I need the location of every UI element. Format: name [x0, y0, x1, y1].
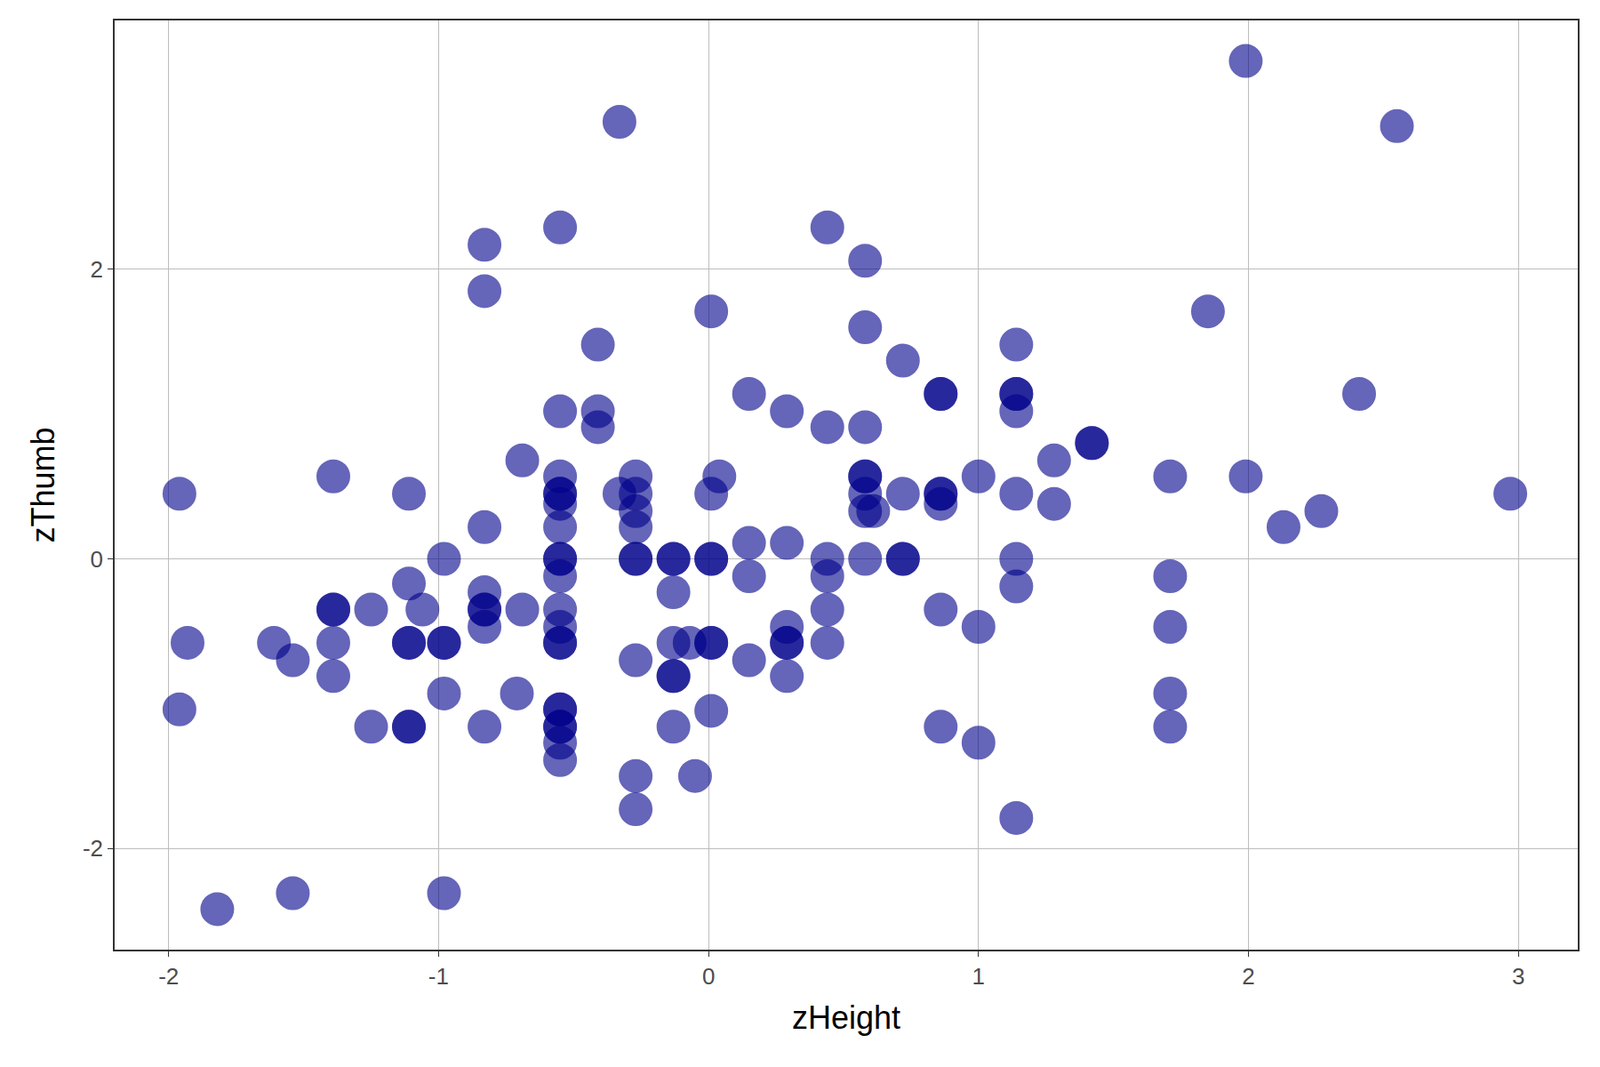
- svg-text:1: 1: [972, 962, 985, 990]
- svg-text:-2: -2: [82, 834, 104, 862]
- svg-text:zHeight: zHeight: [792, 999, 901, 1036]
- svg-text:-2: -2: [158, 962, 179, 990]
- svg-text:3: 3: [1512, 962, 1525, 990]
- svg-text:2: 2: [1241, 962, 1255, 990]
- svg-text:0: 0: [90, 545, 104, 573]
- svg-text:2: 2: [90, 256, 104, 283]
- svg-text:-1: -1: [428, 962, 449, 990]
- svg-text:0: 0: [702, 962, 715, 990]
- svg-text:zThumb: zThumb: [24, 426, 62, 543]
